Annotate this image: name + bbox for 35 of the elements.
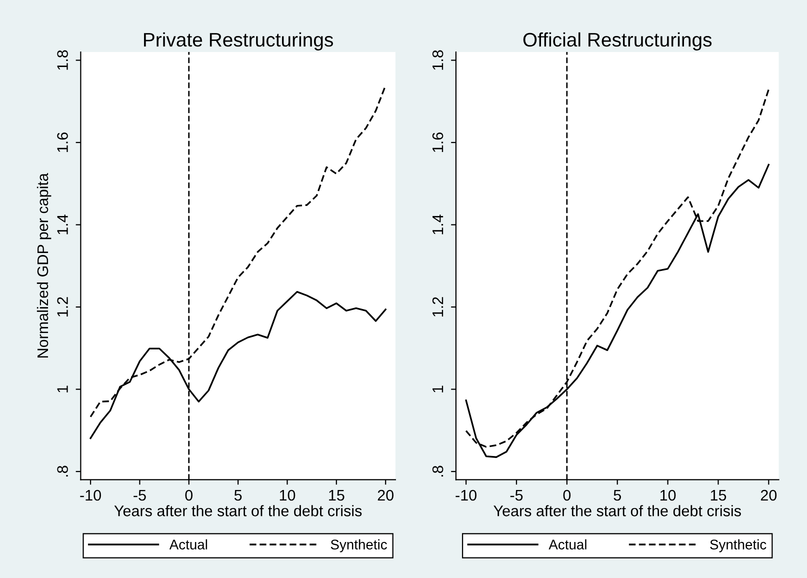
legend-label: Actual [169,539,208,550]
x-axis-title: Years after the start of the debt crisis [114,505,362,516]
legend-label: Synthetic [710,539,766,552]
y-axis-title: Normalized GDP per capita [36,173,52,358]
x-tick-label: -10 [80,490,101,501]
chart-title: Official Restructurings [523,32,712,50]
x-tick-label: 5 [614,490,621,501]
y-tick-label: 1.8 [57,50,68,70]
x-axis-title: Years after the start of the debt crisis [494,505,741,516]
y-tick-label: .8 [432,466,444,476]
x-tick-label: 10 [660,490,676,501]
x-tick-label: 0 [563,490,571,501]
y-tick-label: 1 [432,386,444,392]
y-tick-label: 1.4 [432,214,444,234]
x-tick-label: 0 [185,490,193,501]
y-tick-label: 1.6 [432,132,444,152]
x-tick-label: 15 [710,490,726,501]
x-tick-label: 5 [234,490,242,501]
legend-label: Synthetic [330,539,387,552]
x-tick-label: -10 [456,490,476,501]
y-tick-label: 1.8 [432,50,444,70]
x-tick-label: -5 [510,490,523,501]
chart-title: Private Restructurings [144,32,334,50]
x-tick-label: 10 [280,490,296,501]
x-tick-label: 20 [378,490,394,501]
y-tick-label: 1.4 [57,214,68,234]
y-tick-label: .8 [57,466,68,476]
x-tick-label: 20 [760,490,777,501]
y-tick-label: 1.6 [57,132,68,152]
y-tick-label: 1.2 [432,297,444,316]
y-tick-label: 1.2 [57,297,68,316]
x-tick-label: -5 [134,490,146,501]
legend-label: Actual [548,539,586,550]
x-tick-label: 15 [329,490,344,501]
y-tick-label: 1 [57,386,68,392]
